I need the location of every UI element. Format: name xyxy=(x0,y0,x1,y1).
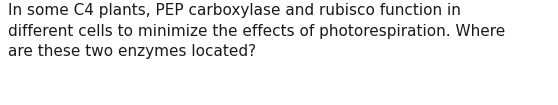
Text: In some C4 plants, PEP carboxylase and rubisco function in
different cells to mi: In some C4 plants, PEP carboxylase and r… xyxy=(8,3,506,59)
